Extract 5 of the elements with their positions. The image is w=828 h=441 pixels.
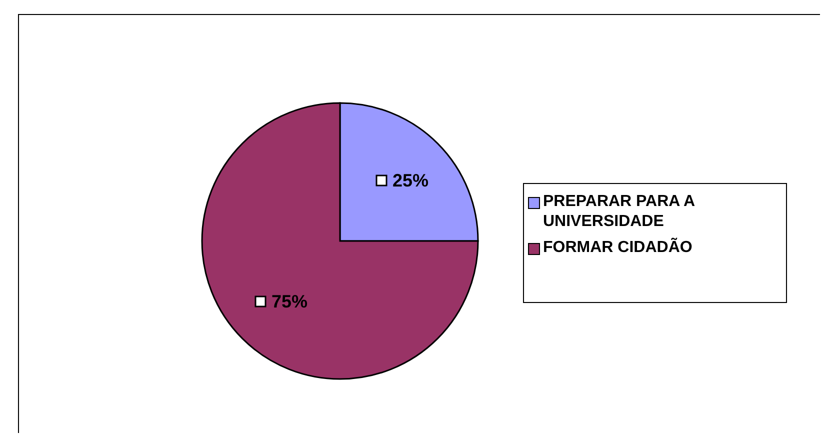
- data-label: 25%: [392, 170, 429, 190]
- pie-slice: [201, 102, 479, 380]
- legend-label: FORMAR CIDADÃO: [543, 238, 692, 258]
- legend-label: PREPARAR PARA A UNIVERSIDADE: [543, 192, 696, 232]
- data-label: 75%: [272, 292, 308, 312]
